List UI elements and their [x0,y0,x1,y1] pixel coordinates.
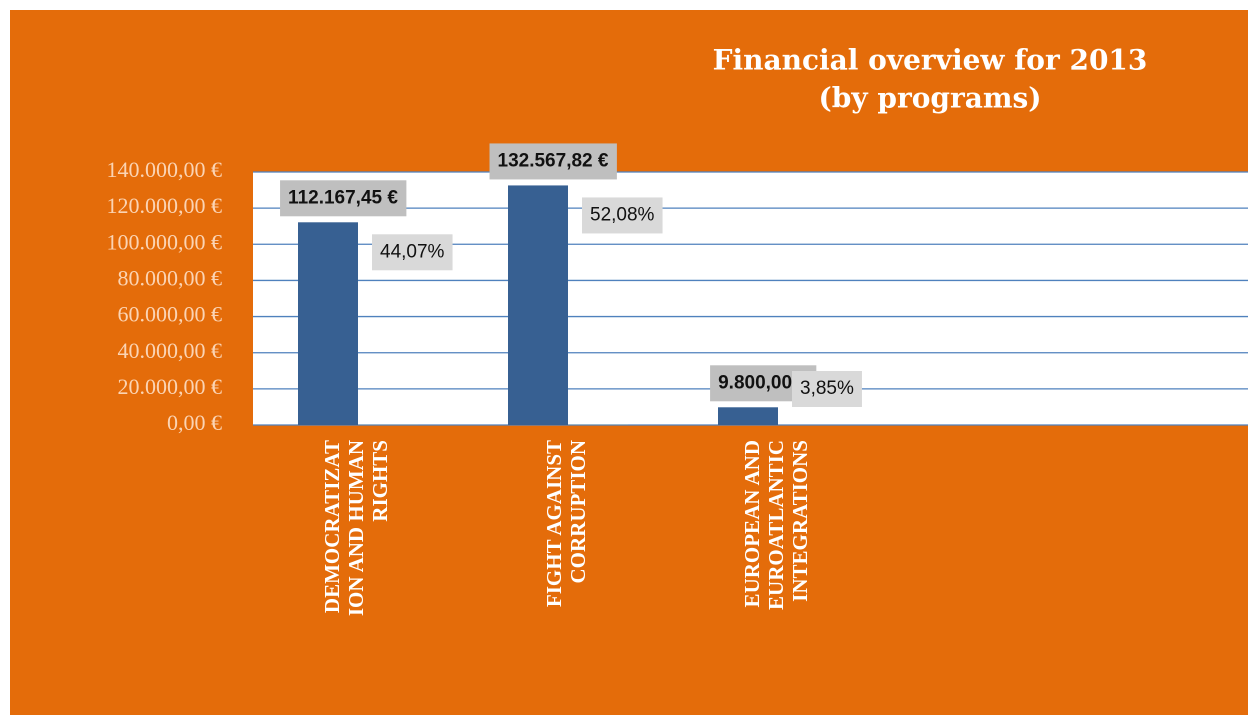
x-tick-label-line: EUROATLANTIC [764,440,788,610]
data-label: 112.167,45 € [288,187,398,208]
x-tick-label: EUROPEAN AND EUROATLANTIC INTEGRATIONS [740,440,812,610]
data-label-bg [792,371,862,407]
x-tick-label-line: RIGHTS [368,440,392,522]
bar [718,407,778,425]
y-tick-label: 80.000,00 € [118,265,223,290]
data-label: 52,08% [590,204,655,225]
x-tick-label: DEMOCRATIZAT ION AND HUMAN RIGHTS [320,440,392,616]
data-label: 3,85% [800,378,854,399]
data-label-bg [280,180,407,217]
y-tick-label: 0,00 € [167,410,222,435]
data-label-box: 132.567,82 € [489,143,617,180]
bar [298,222,358,425]
x-tick-label-line: ION AND HUMAN [344,440,368,616]
bar [508,185,568,425]
y-tick-label: 60.000,00 € [118,302,223,327]
data-label-bg [489,143,617,180]
data-label-box: 44,07% [372,234,453,271]
data-label-box: 52,08% [582,197,663,234]
x-tick-label-line: EUROPEAN AND [740,440,764,607]
x-tick-label-line: FIGHT AGAINST [542,440,566,607]
data-label-box: 3,85% [792,371,862,407]
data-label: 44,07% [380,241,445,262]
chart-title: (by programs) [819,82,1042,115]
data-label-bg [372,234,453,271]
chart-title: Financial overview for 2013 [713,44,1148,77]
data-label-bg [582,197,663,234]
data-label: 9.800,00 € [718,372,808,393]
y-tick-label: 100.000,00 € [107,229,223,254]
data-label: 132.567,82 € [498,150,609,171]
x-tick-label-line: INTEGRATIONS [788,440,812,602]
x-tick-label-line: CORRUPTION [566,440,590,584]
y-tick-label: 20.000,00 € [118,374,223,399]
y-tick-label: 40.000,00 € [118,338,223,363]
x-tick-label-line: DEMOCRATIZAT [320,440,344,613]
data-label-box: 112.167,45 € [280,180,407,217]
x-tick-label: FIGHT AGAINST CORRUPTION [542,440,590,607]
y-tick-label: 120.000,00 € [107,193,223,218]
y-tick-label: 140.000,00 € [107,157,223,182]
